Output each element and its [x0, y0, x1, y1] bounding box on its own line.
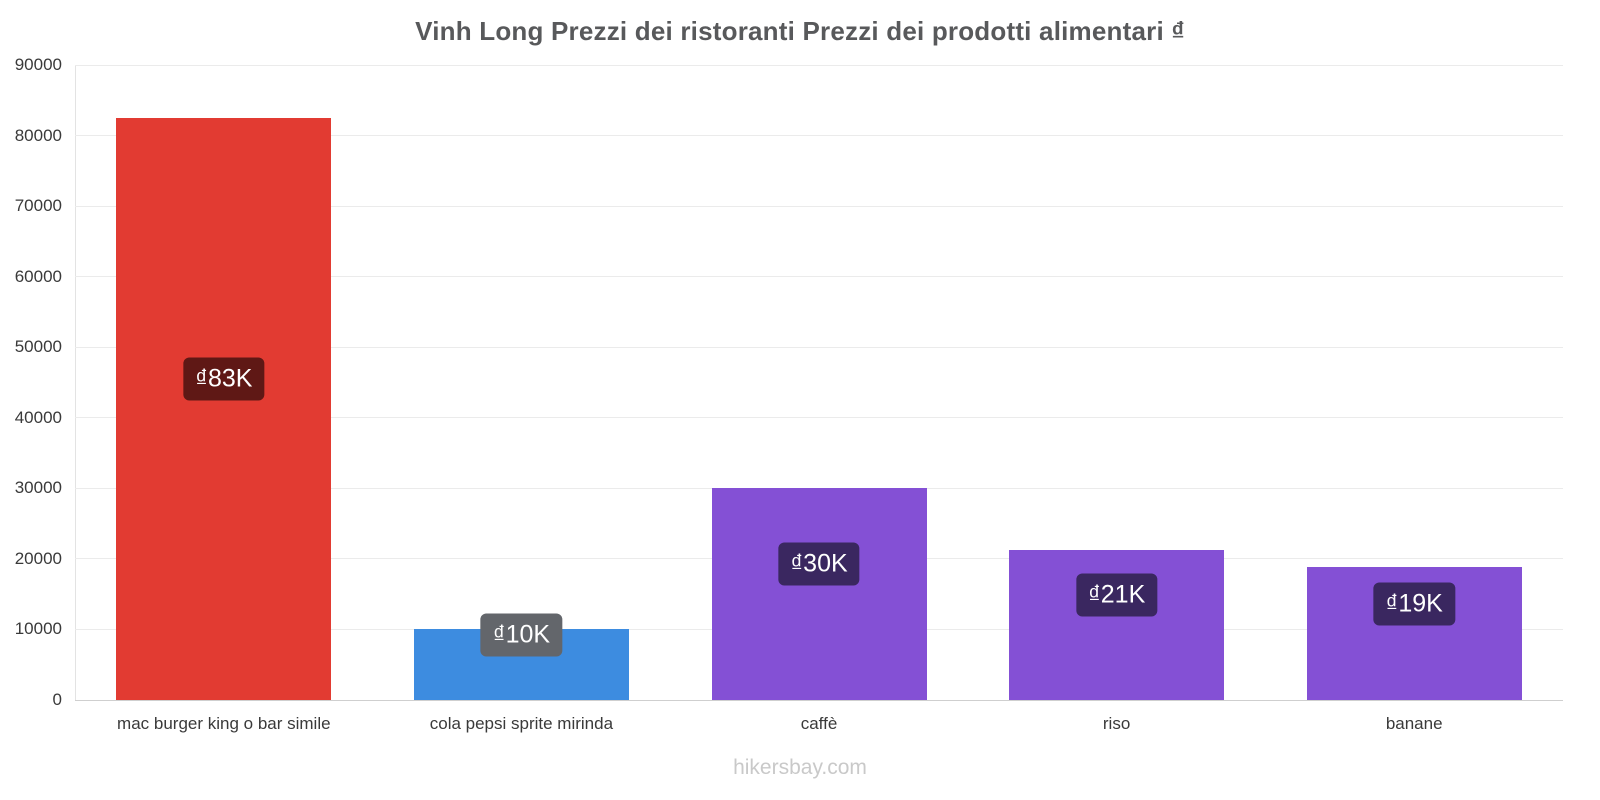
chart-title: Vinh Long Prezzi dei ristoranti Prezzi d…	[415, 16, 1185, 46]
bar-value-label: ₫21K	[1075, 573, 1158, 617]
gridline	[75, 64, 1563, 66]
y-tick-label: 60000	[14, 266, 62, 286]
y-tick-label: 90000	[14, 55, 62, 74]
bar-value-label: ₫10K	[480, 613, 563, 657]
x-category-label: mac burger king o bar simile	[117, 714, 331, 733]
x-category-label: banane	[1385, 714, 1443, 733]
x-axis-line	[75, 699, 1563, 701]
bar-caffè	[711, 488, 927, 700]
gridline	[75, 205, 1563, 207]
y-tick-label: 70000	[14, 196, 62, 216]
gridline	[75, 276, 1563, 278]
gridline	[75, 417, 1563, 419]
x-category-label: cola pepsi sprite mirinda	[429, 714, 614, 733]
y-tick-label: 20000	[14, 548, 62, 568]
gridline	[75, 135, 1563, 137]
bar-mac-burger-king-o-bar-simile	[116, 117, 332, 700]
x-category-label: caffè	[800, 714, 838, 733]
bar-value-label: ₫83K	[183, 357, 265, 401]
y-tick-label: 10000	[14, 619, 62, 639]
gridline	[75, 346, 1563, 348]
y-axis-line	[75, 65, 76, 700]
gridline	[75, 487, 1563, 489]
y-tick-label: 30000	[14, 478, 62, 498]
plot-area: 0 10000 20000 30000 40000 50000 60000 70000 8000…	[15, 55, 1563, 733]
bar-value-label: ₫30K	[778, 542, 860, 586]
y-tick-label: 80000	[14, 125, 62, 145]
y-tick-label: 0	[52, 690, 62, 709]
y-tick-label: 50000	[14, 337, 62, 357]
x-category-label: riso	[1102, 714, 1131, 733]
footer-watermark: hikersbay.com	[733, 756, 867, 779]
bar-value-label: ₫19K	[1373, 582, 1455, 626]
y-tick-label: 40000	[14, 407, 62, 427]
